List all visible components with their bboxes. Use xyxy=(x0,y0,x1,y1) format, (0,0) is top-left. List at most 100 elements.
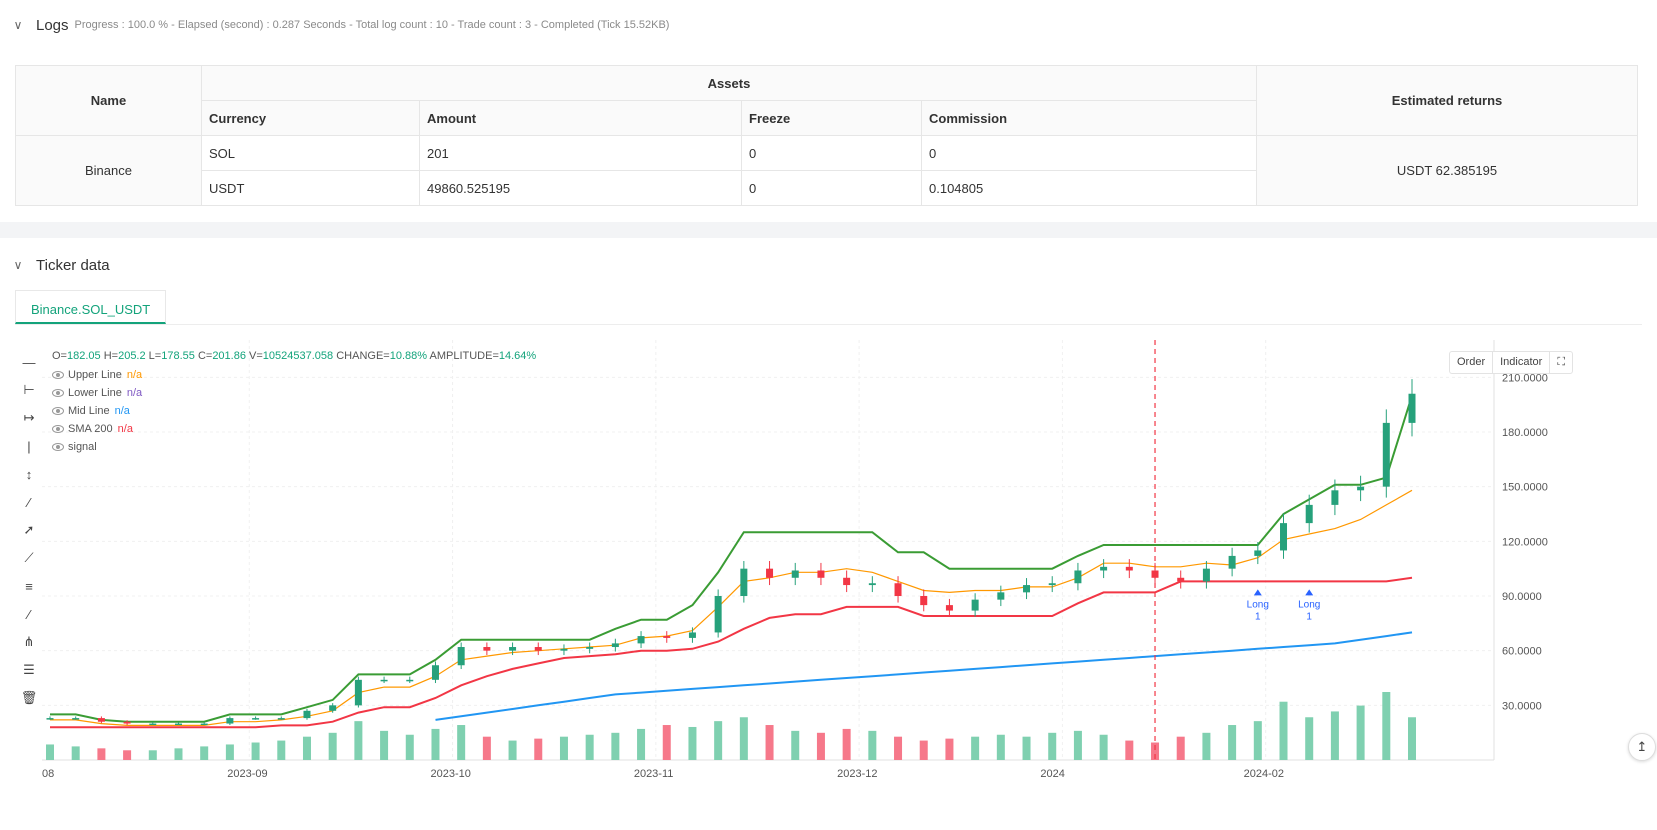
candle-body xyxy=(174,723,182,726)
legend-item-signal[interactable]: signal xyxy=(52,438,142,456)
volume-bar xyxy=(302,736,311,760)
amplitude-value: 14.64% xyxy=(498,350,537,362)
v-value: 10524537.058 xyxy=(262,350,334,362)
legend-item-lower-line[interactable]: Lower Line n/a xyxy=(52,384,142,402)
candle-body xyxy=(714,596,722,633)
commission-header: Commission xyxy=(921,100,1257,136)
volume-bar xyxy=(277,740,286,760)
volume-bar xyxy=(945,738,954,760)
horizontal-ray-icon[interactable]: ⊢ xyxy=(23,382,35,397)
x-tick-label: 2024-02 xyxy=(1244,768,1284,780)
legend-label: Upper Line xyxy=(68,369,122,381)
horizontal-segment-icon[interactable]: ↦ xyxy=(23,410,35,425)
x-tick-label: 2023-11 xyxy=(634,768,674,780)
candle-body xyxy=(971,599,979,611)
legend-item-mid-line[interactable]: Mid Line n/a xyxy=(52,402,142,420)
section-divider xyxy=(0,222,1657,238)
eye-icon[interactable] xyxy=(52,443,64,451)
volume-bar xyxy=(431,728,440,760)
o-label: O= xyxy=(52,350,67,362)
ohlc-readout: O=182.05 H=205.2 L=178.55 C=201.86 V=105… xyxy=(52,350,536,362)
legend-item-upper-line[interactable]: Upper Line n/a xyxy=(52,366,142,384)
horizontal-line-icon[interactable]: — xyxy=(22,354,36,370)
change-value: 10.88% xyxy=(389,350,428,362)
legend-item-sma-200[interactable]: SMA 200 n/a xyxy=(52,420,142,438)
v-label: V= xyxy=(249,350,263,362)
volume-bar xyxy=(1125,740,1134,760)
volume-bar xyxy=(971,736,980,760)
chevron-down-icon[interactable]: ∨ xyxy=(13,18,23,32)
price-range-icon[interactable]: ≡ xyxy=(25,578,33,594)
tab-underline xyxy=(15,324,1642,325)
y-tick-label: 30.0000 xyxy=(1502,700,1542,712)
trash-icon[interactable]: 🗑 xyxy=(20,690,38,705)
order-button[interactable]: Order xyxy=(1450,352,1494,373)
candle-body xyxy=(611,643,619,648)
fullscreen-icon[interactable]: ⛶ xyxy=(1557,356,1566,368)
drawing-toolbar: — ⊢ ↦ | ↕ ∕ ➚ ⟋ ≡ ⁄ ⋔ ☰ 🗑 xyxy=(16,348,42,712)
volume-bar xyxy=(637,728,646,760)
volume-bar xyxy=(174,748,183,760)
sma-200-series xyxy=(435,631,1413,721)
mid-line-series xyxy=(50,489,1413,726)
candle-body xyxy=(920,596,928,606)
volume-bar xyxy=(1073,730,1082,760)
chevron-down-icon[interactable]: ∨ xyxy=(13,258,23,272)
vertical-segment-icon[interactable]: ↕ xyxy=(25,466,33,482)
legend-value: n/a xyxy=(126,369,143,381)
candle-body xyxy=(1125,566,1133,571)
volume-bar xyxy=(1408,717,1416,760)
ray-icon[interactable]: ➚ xyxy=(23,522,35,537)
volume-bar xyxy=(200,746,209,760)
amount-header: Amount xyxy=(419,100,742,136)
candle-body xyxy=(329,705,337,711)
tab-binance-sol-usdt[interactable]: Binance.SOL_USDT xyxy=(15,290,167,324)
volume-bar xyxy=(714,721,723,760)
candle-body xyxy=(457,647,465,666)
volume-bar xyxy=(791,730,800,760)
volume-bar xyxy=(46,744,54,760)
legend-label: Mid Line xyxy=(68,405,110,417)
assets-header: Assets xyxy=(201,65,1257,101)
upper-line-series xyxy=(50,395,1413,723)
volume-bar xyxy=(611,732,620,760)
logs-status: Progress : 100.0 % - Elapsed (second) : … xyxy=(74,19,670,31)
candle-body xyxy=(303,710,311,719)
currency-header: Currency xyxy=(201,100,420,136)
eye-icon[interactable] xyxy=(52,407,64,415)
scroll-to-top-button[interactable]: ↥ xyxy=(1628,733,1656,761)
eye-icon[interactable] xyxy=(52,371,64,379)
indicator-button[interactable]: Indicator xyxy=(1493,352,1551,373)
trend-line-icon[interactable]: ∕ xyxy=(27,494,31,510)
volume-bar xyxy=(1279,701,1288,760)
long-signal-label: Long xyxy=(1247,599,1269,610)
volume-bar xyxy=(1228,725,1237,760)
ticker-header[interactable]: ∨ Ticker data xyxy=(0,253,110,277)
fib-levels-icon[interactable]: ☰ xyxy=(23,662,35,677)
candle-body xyxy=(560,648,568,651)
logs-header[interactable]: ∨ Logs Progress : 100.0 % - Elapsed (sec… xyxy=(0,13,670,37)
extended-line-icon[interactable]: ⟋ xyxy=(24,550,34,565)
volume-bar xyxy=(251,742,260,760)
volume-bar xyxy=(1382,692,1391,760)
eye-icon[interactable] xyxy=(52,425,64,433)
volume-bar xyxy=(1305,717,1314,760)
vertical-line-icon[interactable]: | xyxy=(27,438,31,454)
table-row: USDT 49860.525195 0 0.104805 xyxy=(16,170,1638,206)
long-arrow-icon xyxy=(1253,589,1262,596)
eye-icon[interactable] xyxy=(52,389,64,397)
pitchfork-icon[interactable]: ⋔ xyxy=(23,634,35,649)
candle-body xyxy=(277,718,285,720)
legend-label: signal xyxy=(68,441,97,453)
candle-body xyxy=(1100,566,1108,571)
volume-bar xyxy=(354,721,363,760)
parallel-channel-icon[interactable]: ⁄ xyxy=(27,606,31,622)
candle-body xyxy=(1048,583,1056,586)
price-chart[interactable]: 30.0000 60.0000 90.0000 120.0000 150.0000 180… xyxy=(42,340,1654,825)
indicator-legend: Upper Line n/a Lower Line n/a Mid Line n… xyxy=(52,366,142,456)
y-tick-label: 120.0000 xyxy=(1502,536,1548,548)
volume-bar xyxy=(1099,734,1108,760)
legend-label: Lower Line xyxy=(68,387,122,399)
volume-bar xyxy=(894,736,903,760)
chart-canvas[interactable]: 30.0000 60.0000 90.0000 120.0000 150.0000 180… xyxy=(42,340,1654,825)
